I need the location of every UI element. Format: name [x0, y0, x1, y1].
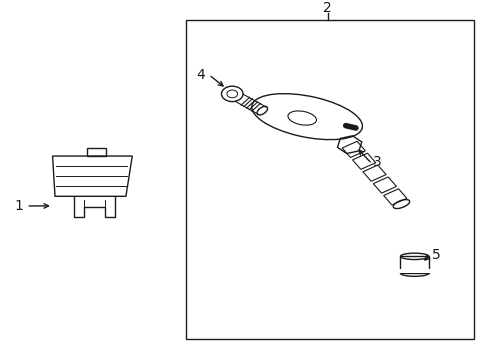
Text: 3: 3: [372, 155, 381, 169]
Text: 1: 1: [14, 199, 23, 213]
Polygon shape: [397, 269, 430, 273]
Text: 2: 2: [323, 1, 331, 15]
Text: 4: 4: [196, 68, 205, 82]
Text: 5: 5: [431, 248, 440, 262]
